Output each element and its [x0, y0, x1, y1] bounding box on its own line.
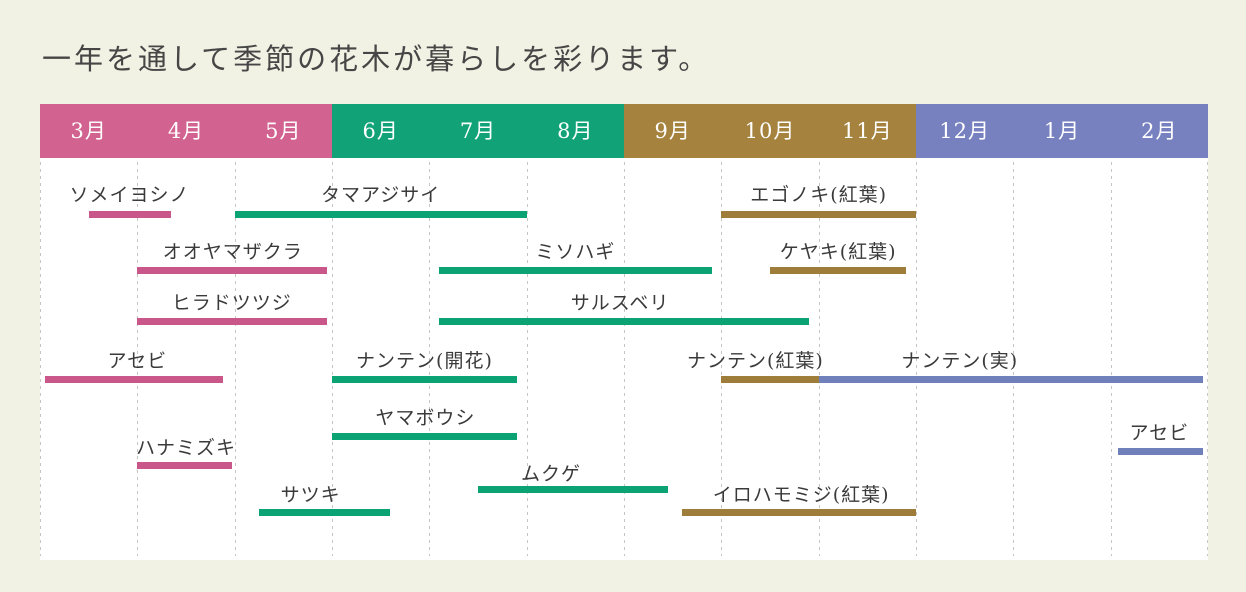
- flower-name-label: ナンテン(実): [901, 350, 1019, 372]
- plot-area: ソメイヨシノ タマアジサイ エゴノキ(紅葉) オオヤマザクラ ミソハギ ケヤキ(紅葉) ヒラ…: [40, 158, 1208, 560]
- flower-name-label: エゴノキ(紅葉): [750, 184, 888, 206]
- month-gridline: [526, 162, 528, 556]
- flower-period-bar: [44, 376, 223, 383]
- flower-name-label: ムクゲ: [520, 463, 582, 485]
- month-gridline: [1207, 162, 1208, 556]
- month-gridline: [624, 162, 625, 556]
- flower-period-bar: [818, 376, 1204, 383]
- flower-name-label: オオヤマザクラ: [162, 241, 303, 263]
- flower-period-bar: [332, 376, 517, 383]
- flower-period-bar: [721, 376, 819, 383]
- month-label: 2月: [1141, 119, 1178, 143]
- flower-period-bar: [88, 211, 172, 218]
- flower-period-bar: [332, 433, 517, 440]
- flower-period-bar: [234, 211, 527, 218]
- month-gridline: [818, 162, 820, 556]
- month-gridline: [916, 162, 917, 556]
- season-block-summer: [332, 104, 624, 158]
- flowering-calendar-chart: 3月 4月 5月 6月 7月 8月 9月 10月 11月 12月 1月 2月 ソメイヨシノ タマアジサイ…: [40, 104, 1208, 560]
- page-title: 一年を通して季節の花木が暮らしを彩ります。: [42, 42, 711, 76]
- month-label: 5月: [265, 119, 302, 143]
- month-label: 11月: [841, 119, 893, 143]
- flower-name-label: ナンテン(開花): [356, 350, 493, 372]
- flower-period-bar: [1118, 448, 1204, 455]
- flower-name-label: ミソハギ: [535, 241, 616, 263]
- flower-period-bar: [439, 267, 712, 274]
- flower-name-label: アセビ: [1129, 422, 1190, 444]
- flower-name-label: ヒラドツツジ: [171, 292, 292, 314]
- flower-name-label: タマアジサイ: [321, 184, 441, 206]
- season-block-spring: [40, 104, 332, 158]
- flower-period-bar: [721, 211, 916, 218]
- season-block-autumn: [624, 104, 916, 158]
- flower-name-label: ハナミズキ: [135, 437, 237, 459]
- season-block-winter: [916, 104, 1208, 158]
- month-gridline: [1013, 162, 1015, 556]
- month-gridline: [1110, 162, 1112, 556]
- flower-period-bar: [478, 486, 668, 493]
- month-gridline: [332, 162, 333, 556]
- flower-period-bar: [137, 267, 328, 274]
- month-label: 8月: [557, 119, 594, 143]
- month-header: 3月 4月 5月 6月 7月 8月 9月 10月 11月 12月 1月 2月: [40, 104, 1208, 158]
- flower-period-bar: [770, 267, 907, 274]
- month-label: 3月: [70, 119, 107, 143]
- flower-name-label: ヤマボウシ: [375, 407, 476, 429]
- flower-period-bar: [137, 462, 232, 469]
- flower-period-bar: [137, 318, 328, 325]
- month-gridline: [137, 162, 139, 556]
- month-label: 10月: [744, 119, 796, 143]
- month-label: 12月: [939, 119, 991, 143]
- month-label: 6月: [362, 119, 399, 143]
- month-gridline: [40, 162, 41, 556]
- month-label: 7月: [459, 119, 497, 143]
- flower-period-bar: [439, 318, 809, 325]
- flower-name-label: ケヤキ(紅葉): [779, 241, 897, 263]
- month-gridline: [234, 162, 236, 556]
- flower-period-bar: [259, 509, 391, 516]
- flower-period-bar: [682, 509, 916, 516]
- flower-name-label: ソメイヨシノ: [69, 184, 190, 206]
- month-label: 9月: [654, 119, 691, 143]
- month-label: 4月: [167, 119, 205, 143]
- flower-name-label: イロハモミジ(紅葉): [712, 484, 890, 506]
- flower-name-label: サツキ: [280, 484, 341, 506]
- month-gridline: [429, 162, 431, 556]
- flower-name-label: アセビ: [107, 350, 168, 372]
- flower-name-label: サルスベリ: [570, 292, 670, 314]
- month-gridline: [721, 162, 723, 556]
- flower-name-label: ナンテン(紅葉): [686, 350, 824, 372]
- month-label: 1月: [1043, 119, 1081, 143]
